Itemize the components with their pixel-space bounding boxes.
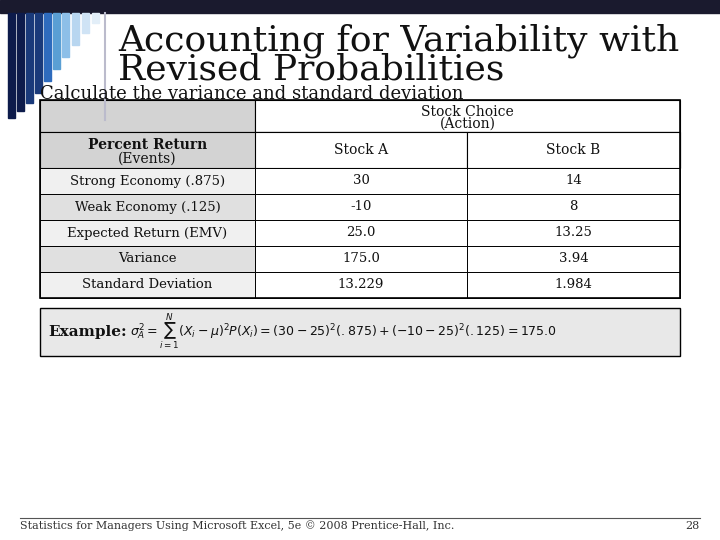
Bar [17, 13, 24, 111]
Text: Statistics for Managers Using Microsoft Excel, 5e © 2008 Prentice-Hall, Inc.: Statistics for Managers Using Microsoft … [20, 521, 454, 531]
Text: 8: 8 [570, 200, 577, 213]
Bar [40, 308, 680, 356]
Bar [92, 13, 99, 23]
Text: Calculate the variance and standard deviation: Calculate the variance and standard devi… [40, 85, 464, 103]
Bar [40, 100, 255, 132]
Bar [255, 100, 680, 132]
Text: Expected Return (EMV): Expected Return (EMV) [68, 226, 228, 240]
Bar [255, 168, 467, 194]
Text: -10: -10 [351, 200, 372, 213]
Bar [0, 0, 720, 13]
Bar [40, 246, 255, 272]
Bar [40, 168, 255, 194]
Text: 175.0: 175.0 [342, 253, 380, 266]
Text: 3.94: 3.94 [559, 253, 588, 266]
Bar [8, 13, 15, 118]
Text: 14: 14 [565, 174, 582, 187]
Text: Stock B: Stock B [546, 143, 600, 157]
Text: Stock Choice: Stock Choice [421, 105, 514, 119]
Text: 1.984: 1.984 [554, 279, 593, 292]
Text: Accounting for Variability with: Accounting for Variability with [118, 24, 679, 58]
Bar [467, 220, 680, 246]
Bar [53, 13, 60, 69]
Bar [467, 132, 680, 168]
Text: 13.25: 13.25 [554, 226, 593, 240]
Bar [40, 272, 255, 298]
Text: Percent Return: Percent Return [88, 138, 207, 152]
Bar [62, 13, 69, 57]
Text: Variance: Variance [118, 253, 176, 266]
Text: Stock A: Stock A [334, 143, 388, 157]
Bar [35, 13, 42, 93]
Text: Strong Economy (.875): Strong Economy (.875) [70, 174, 225, 187]
Text: (Events): (Events) [118, 151, 177, 165]
Bar [40, 194, 255, 220]
Text: Weak Economy (.125): Weak Economy (.125) [75, 200, 220, 213]
Text: Example:: Example: [48, 325, 127, 339]
Bar [255, 132, 467, 168]
Bar [467, 246, 680, 272]
Text: 30: 30 [353, 174, 369, 187]
Bar [467, 168, 680, 194]
Text: Standard Deviation: Standard Deviation [82, 279, 212, 292]
Bar [255, 246, 467, 272]
Text: (Action): (Action) [439, 117, 495, 131]
Text: Revised Probabilities: Revised Probabilities [118, 52, 505, 86]
Bar [82, 13, 89, 33]
Bar [255, 272, 467, 298]
Bar [467, 194, 680, 220]
Bar [255, 220, 467, 246]
Bar [40, 100, 680, 298]
Bar [467, 272, 680, 298]
Text: 28: 28 [685, 521, 700, 531]
Text: 25.0: 25.0 [346, 226, 376, 240]
Bar [26, 13, 33, 103]
Text: 13.229: 13.229 [338, 279, 384, 292]
Bar [40, 220, 255, 246]
Bar [255, 194, 467, 220]
Bar [72, 13, 79, 45]
Bar [40, 132, 680, 168]
Text: $\sigma_A^2 = \sum_{i=1}^{N}(X_i - \mu)^2 P(X_i)= (30-25)^2(.875)+(-10-25)^2(.12: $\sigma_A^2 = \sum_{i=1}^{N}(X_i - \mu)^… [130, 312, 557, 352]
Bar [44, 13, 51, 81]
